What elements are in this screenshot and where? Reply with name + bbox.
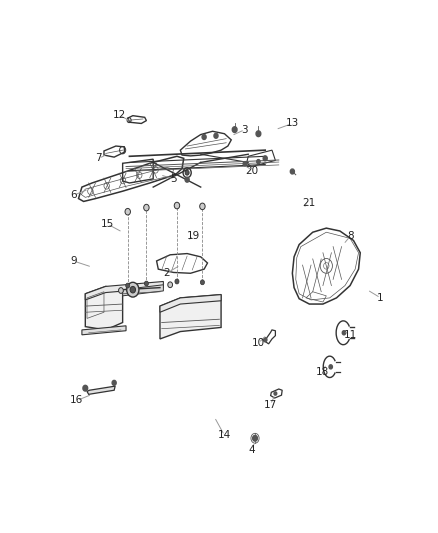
Text: 16: 16 bbox=[70, 395, 84, 406]
Text: 15: 15 bbox=[101, 219, 114, 229]
Text: 4: 4 bbox=[248, 445, 255, 455]
Text: 5: 5 bbox=[170, 174, 177, 184]
Circle shape bbox=[264, 338, 267, 342]
Text: 18: 18 bbox=[316, 367, 329, 377]
Text: 3: 3 bbox=[241, 125, 248, 135]
Circle shape bbox=[127, 282, 139, 297]
Polygon shape bbox=[87, 386, 115, 394]
Circle shape bbox=[185, 177, 189, 182]
Text: 6: 6 bbox=[70, 190, 77, 200]
Polygon shape bbox=[82, 326, 126, 335]
Circle shape bbox=[145, 281, 148, 286]
Circle shape bbox=[174, 202, 180, 209]
Circle shape bbox=[125, 208, 131, 215]
Polygon shape bbox=[85, 286, 123, 330]
Circle shape bbox=[175, 279, 179, 284]
Polygon shape bbox=[123, 285, 163, 296]
Circle shape bbox=[232, 127, 237, 133]
Circle shape bbox=[253, 435, 258, 441]
Polygon shape bbox=[160, 295, 221, 339]
Circle shape bbox=[214, 133, 218, 138]
Circle shape bbox=[119, 288, 124, 293]
Circle shape bbox=[168, 282, 173, 288]
Circle shape bbox=[243, 161, 247, 166]
Circle shape bbox=[144, 204, 149, 211]
Text: 21: 21 bbox=[303, 198, 316, 208]
Circle shape bbox=[263, 156, 267, 161]
Polygon shape bbox=[160, 295, 221, 312]
Text: 8: 8 bbox=[347, 231, 353, 241]
Text: 13: 13 bbox=[286, 118, 299, 128]
Circle shape bbox=[274, 392, 277, 395]
Circle shape bbox=[83, 385, 88, 391]
Text: 10: 10 bbox=[252, 338, 265, 348]
Circle shape bbox=[200, 280, 205, 285]
Circle shape bbox=[126, 283, 130, 288]
Text: 19: 19 bbox=[187, 231, 201, 241]
Circle shape bbox=[112, 381, 116, 385]
Text: 17: 17 bbox=[264, 400, 277, 409]
Text: 2: 2 bbox=[163, 268, 170, 278]
Circle shape bbox=[329, 365, 332, 369]
Circle shape bbox=[200, 203, 205, 209]
Circle shape bbox=[202, 134, 206, 140]
Text: 20: 20 bbox=[245, 166, 258, 176]
Circle shape bbox=[257, 159, 260, 164]
Text: 14: 14 bbox=[218, 430, 231, 440]
Circle shape bbox=[130, 286, 135, 293]
Circle shape bbox=[342, 330, 346, 335]
Text: 7: 7 bbox=[95, 154, 102, 163]
Circle shape bbox=[290, 169, 294, 174]
Text: 1: 1 bbox=[377, 293, 384, 303]
Circle shape bbox=[185, 170, 189, 175]
Circle shape bbox=[256, 131, 261, 136]
Text: 12: 12 bbox=[113, 110, 126, 120]
Text: 9: 9 bbox=[70, 256, 77, 266]
Polygon shape bbox=[85, 281, 163, 300]
Text: 11: 11 bbox=[343, 330, 357, 340]
